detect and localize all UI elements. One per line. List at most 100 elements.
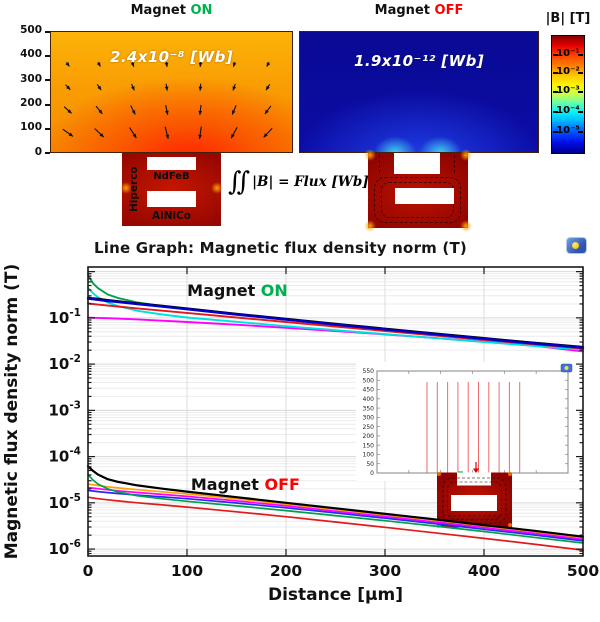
plot-snapshot-icon[interactable] bbox=[567, 238, 586, 253]
hotspot-glow bbox=[460, 220, 472, 232]
hiperco-label: Hiperco bbox=[128, 166, 140, 213]
colorbar-tick: 10⁻⁴ bbox=[552, 105, 584, 116]
inset-arrowhead bbox=[473, 468, 479, 474]
inset-plot-icon-dot bbox=[564, 366, 569, 370]
series-off-black bbox=[86, 465, 585, 538]
air-gap-notch bbox=[394, 153, 440, 174]
colorbar-title: |B| [T] bbox=[545, 11, 591, 26]
inset-ytick-label: 300 bbox=[363, 415, 375, 422]
inset-ytick-label: 200 bbox=[363, 433, 375, 440]
inset-ytick-label: 400 bbox=[363, 396, 375, 403]
inset-ytick-label: 350 bbox=[363, 405, 375, 412]
double-integral-symbol: ∬ bbox=[228, 167, 251, 197]
x-axis-label: Distance [μm] bbox=[268, 585, 403, 605]
plot-border bbox=[87, 266, 584, 557]
magnet-on-heatmap: 2.4x10⁻⁸ [Wb] bbox=[50, 31, 293, 153]
inset-ytick-label: 550 bbox=[363, 368, 375, 375]
on-panel-ytick-mark bbox=[45, 31, 50, 33]
air-gap-slot bbox=[147, 157, 196, 170]
magnet-structure-on: Hiperco NdFeB AlNiCo bbox=[120, 153, 223, 226]
series-off-blue bbox=[87, 489, 584, 542]
svg-text:300: 300 bbox=[369, 562, 402, 580]
flux-value-on: 2.4x10⁻⁸ [Wb] bbox=[109, 48, 234, 66]
colorbar-tick: 10⁻⁵ bbox=[552, 125, 584, 136]
field-line-loop bbox=[374, 177, 461, 223]
flux-value-off: 1.9x10⁻¹² [Wb] bbox=[354, 52, 484, 70]
on-panel-ytick-mark bbox=[45, 55, 50, 57]
colorbar-tick: 10⁻² bbox=[552, 66, 584, 77]
hotspot-glow bbox=[211, 182, 223, 194]
series-on-blue bbox=[86, 297, 585, 349]
air-gap-slot bbox=[147, 191, 196, 207]
series-lines bbox=[86, 273, 585, 551]
inset-ytick-label: 150 bbox=[363, 442, 375, 449]
on-panel-ytick-mark bbox=[45, 104, 50, 106]
magnet-on-panel-title: Magnet ON bbox=[50, 3, 293, 19]
inset-green-mark bbox=[458, 471, 463, 474]
magnet-off-heatmap: 1.9x10⁻¹² [Wb] bbox=[299, 31, 539, 153]
chart-title: Line Graph: Magnetic flux density norm (… bbox=[94, 239, 467, 257]
inset-cut-lines bbox=[426, 382, 521, 473]
svg-text:10-5: 10-5 bbox=[48, 492, 81, 512]
on-panel-ytick: 200 bbox=[20, 97, 42, 109]
axis-ticks bbox=[87, 267, 584, 556]
svg-text:10-1: 10-1 bbox=[48, 307, 81, 327]
svg-text:200: 200 bbox=[270, 562, 303, 580]
plot-snapshot-icon-dot bbox=[572, 242, 579, 249]
annotation-magnet-off: Magnet OFF bbox=[191, 475, 300, 494]
magnet-structure-off bbox=[364, 149, 472, 232]
on-panel-ytick: 300 bbox=[20, 73, 42, 85]
colorbar-tick: 10⁻³ bbox=[552, 85, 584, 96]
inset-ytick-label: 250 bbox=[363, 424, 375, 431]
on-panel-ytick-mark bbox=[45, 79, 50, 81]
svg-text:10-3: 10-3 bbox=[48, 399, 81, 419]
hotspot-glow bbox=[460, 149, 472, 161]
svg-text:10-2: 10-2 bbox=[48, 353, 81, 373]
inset-ytick-label: 50 bbox=[366, 461, 374, 468]
magnet-on-title-state: ON bbox=[190, 3, 213, 18]
on-panel-ytick: 400 bbox=[20, 48, 42, 60]
on-panel-ytick-mark bbox=[45, 128, 50, 130]
on-panel-ytick: 0 bbox=[34, 146, 42, 158]
svg-text:500: 500 bbox=[567, 562, 600, 580]
magnet-off-panel-title: Magnet OFF bbox=[299, 3, 539, 19]
y-tick-labels: 10-1 10-2 10-3 10-4 10-5 10-6 bbox=[48, 307, 81, 558]
inset-magnet bbox=[437, 472, 512, 528]
x-tick-labels: 0 100 200 300 400 500 bbox=[83, 562, 600, 580]
on-panel-ytick: 100 bbox=[20, 121, 42, 133]
inset-ytick-label: 450 bbox=[363, 387, 375, 394]
inset-ytick-label: 100 bbox=[363, 452, 375, 459]
field-line-dash bbox=[454, 155, 455, 173]
svg-text:10-6: 10-6 bbox=[48, 538, 81, 558]
on-panel-ytick-mark bbox=[45, 152, 50, 154]
annotation-magnet-on: Magnet ON bbox=[187, 281, 288, 300]
field-line-dash bbox=[379, 155, 380, 173]
magnet-on-title-prefix: Magnet bbox=[130, 3, 186, 18]
formula-body: |B| = Flux [Wb] bbox=[252, 174, 369, 190]
on-panel-ytick: 500 bbox=[20, 24, 42, 36]
svg-text:100: 100 bbox=[171, 562, 204, 580]
flux-formula: ∬ |B| = Flux [Wb] bbox=[228, 163, 418, 201]
colorbar: 10⁻¹ 10⁻² 10⁻³ 10⁻⁴ 10⁻⁵ bbox=[551, 35, 585, 154]
inset-ytick-label: 0 bbox=[370, 470, 374, 477]
series-off-magenta bbox=[87, 486, 584, 541]
svg-text:400: 400 bbox=[468, 562, 501, 580]
ndfeb-label: NdFeB bbox=[153, 171, 190, 182]
magnet-off-title-prefix: Magnet bbox=[374, 3, 430, 18]
magnet-off-title-state: OFF bbox=[434, 3, 464, 18]
y-axis-label: Magnetic flux density norm (T) bbox=[2, 264, 22, 560]
colorbar-tick: 10⁻¹ bbox=[552, 48, 584, 59]
series-off-red bbox=[87, 496, 584, 551]
hotspot-glow bbox=[364, 149, 376, 161]
svg-text:0: 0 bbox=[83, 562, 94, 580]
hotspot-glow bbox=[364, 220, 376, 232]
hotspot-glow bbox=[120, 182, 132, 194]
alnico-label: AlNiCo bbox=[151, 210, 192, 222]
vector-field-arrows bbox=[62, 61, 273, 140]
inset-ytick-label: 500 bbox=[363, 377, 375, 384]
air-gap-slot bbox=[395, 188, 454, 204]
series-off-green bbox=[87, 473, 584, 544]
